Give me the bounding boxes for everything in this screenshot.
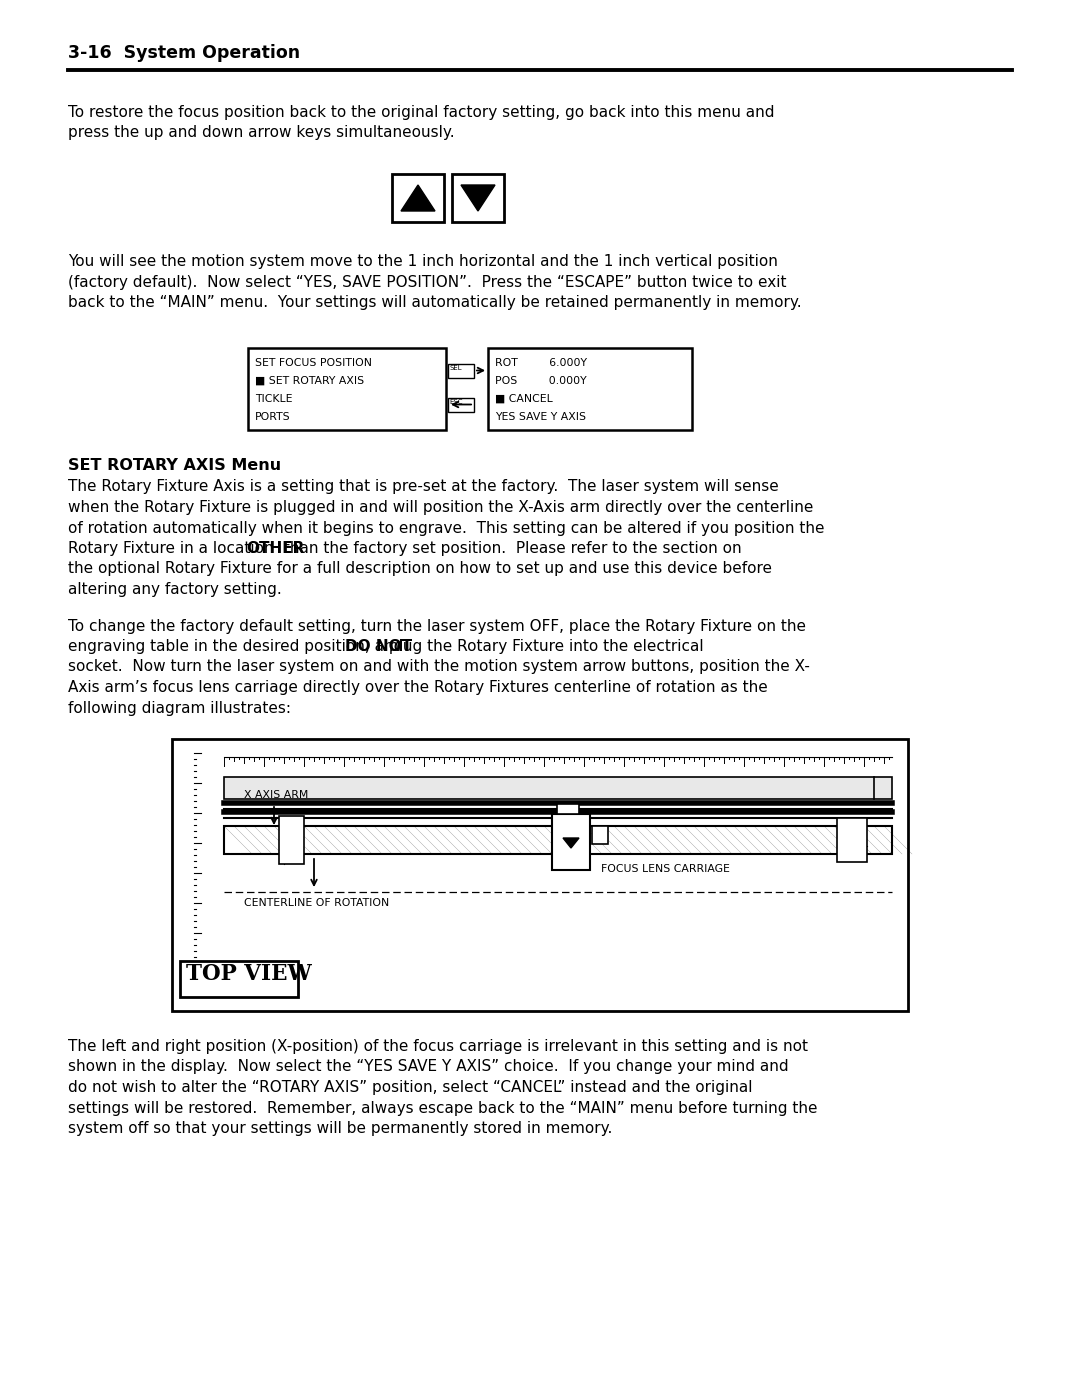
Bar: [488, 348, 692, 429]
Text: socket.  Now turn the laser system on and with the motion system arrow buttons, : socket. Now turn the laser system on and…: [68, 659, 810, 675]
Bar: [552, 814, 590, 870]
Polygon shape: [461, 184, 495, 211]
Text: engraving table in the desired position, and: engraving table in the desired position,…: [68, 638, 408, 654]
Text: DO NOT: DO NOT: [345, 638, 411, 654]
Text: following diagram illustrates:: following diagram illustrates:: [68, 700, 291, 715]
Text: FOCUS LENS CARRIAGE: FOCUS LENS CARRIAGE: [600, 863, 730, 875]
Text: TICKLE: TICKLE: [255, 394, 293, 404]
Bar: [453, 175, 504, 222]
Text: The left and right position (X-position) of the focus carriage is irrelevant in : The left and right position (X-position)…: [68, 1039, 808, 1053]
Text: SET FOCUS POSITION: SET FOCUS POSITION: [255, 358, 372, 367]
Text: X AXIS ARM: X AXIS ARM: [244, 789, 309, 800]
Bar: [180, 961, 298, 997]
Text: plug the Rotary Fixture into the electrical: plug the Rotary Fixture into the electri…: [384, 638, 704, 654]
Polygon shape: [563, 838, 579, 848]
Bar: [224, 826, 892, 854]
Text: do not wish to alter the “ROTARY AXIS” position, select “CANCEL” instead and the: do not wish to alter the “ROTARY AXIS” p…: [68, 1080, 753, 1095]
Text: You will see the motion system move to the 1 inch horizontal and the 1 inch vert: You will see the motion system move to t…: [68, 254, 778, 270]
Text: Rotary Fixture in a location: Rotary Fixture in a location: [68, 541, 279, 556]
Text: ■ SET ROTARY AXIS: ■ SET ROTARY AXIS: [255, 376, 364, 386]
Text: back to the “MAIN” menu.  Your settings will automatically be retained permanent: back to the “MAIN” menu. Your settings w…: [68, 295, 801, 310]
Text: press the up and down arrow keys simultaneously.: press the up and down arrow keys simulta…: [68, 126, 455, 141]
Bar: [172, 739, 908, 1011]
Text: system off so that your settings will be permanently stored in memory.: system off so that your settings will be…: [68, 1120, 612, 1136]
Bar: [592, 826, 608, 844]
Text: To restore the focus position back to the original factory setting, go back into: To restore the focus position back to th…: [68, 105, 774, 120]
Text: than the factory set position.  Please refer to the section on: than the factory set position. Please re…: [279, 541, 742, 556]
Bar: [279, 816, 303, 863]
Text: SET ROTARY AXIS Menu: SET ROTARY AXIS Menu: [68, 457, 281, 472]
Text: 3-16  System Operation: 3-16 System Operation: [68, 43, 300, 61]
Text: ROT         6.000Y: ROT 6.000Y: [495, 358, 588, 367]
Text: To change the factory default setting, turn the laser system OFF, place the Rota: To change the factory default setting, t…: [68, 619, 806, 633]
Text: OTHER: OTHER: [246, 541, 305, 556]
Bar: [448, 363, 474, 377]
Text: settings will be restored.  Remember, always escape back to the “MAIN” menu befo: settings will be restored. Remember, alw…: [68, 1101, 818, 1115]
Text: (factory default).  Now select “YES, SAVE POSITION”.  Press the “ESCAPE” button : (factory default). Now select “YES, SAVE…: [68, 274, 786, 289]
Text: The Rotary Fixture Axis is a setting that is pre-set at the factory.  The laser : The Rotary Fixture Axis is a setting tha…: [68, 479, 779, 495]
Text: CENTERLINE OF ROTATION: CENTERLINE OF ROTATION: [244, 898, 389, 908]
Bar: [557, 805, 579, 814]
Text: PORTS: PORTS: [255, 412, 291, 422]
Bar: [837, 819, 867, 862]
Text: when the Rotary Fixture is plugged in and will position the X-Axis arm directly : when the Rotary Fixture is plugged in an…: [68, 500, 813, 515]
Text: of rotation automatically when it begins to engrave.  This setting can be altere: of rotation automatically when it begins…: [68, 521, 824, 535]
Polygon shape: [401, 184, 435, 211]
Bar: [248, 348, 446, 429]
Text: Axis arm’s focus lens carriage directly over the Rotary Fixtures centerline of r: Axis arm’s focus lens carriage directly …: [68, 680, 768, 694]
Text: TOP VIEW: TOP VIEW: [186, 963, 312, 985]
Text: SEL: SEL: [450, 366, 462, 372]
Text: shown in the display.  Now select the “YES SAVE Y AXIS” choice.  If you change y: shown in the display. Now select the “YE…: [68, 1059, 788, 1074]
Text: altering any factory setting.: altering any factory setting.: [68, 583, 282, 597]
Text: ■ CANCEL: ■ CANCEL: [495, 394, 553, 404]
Text: YES SAVE Y AXIS: YES SAVE Y AXIS: [495, 412, 586, 422]
Bar: [448, 398, 474, 412]
Text: ESC: ESC: [449, 400, 462, 405]
Text: the optional Rotary Fixture for a full description on how to set up and use this: the optional Rotary Fixture for a full d…: [68, 562, 772, 577]
Bar: [224, 777, 892, 799]
Text: POS         0.000Y: POS 0.000Y: [495, 376, 586, 386]
Bar: [392, 175, 444, 222]
